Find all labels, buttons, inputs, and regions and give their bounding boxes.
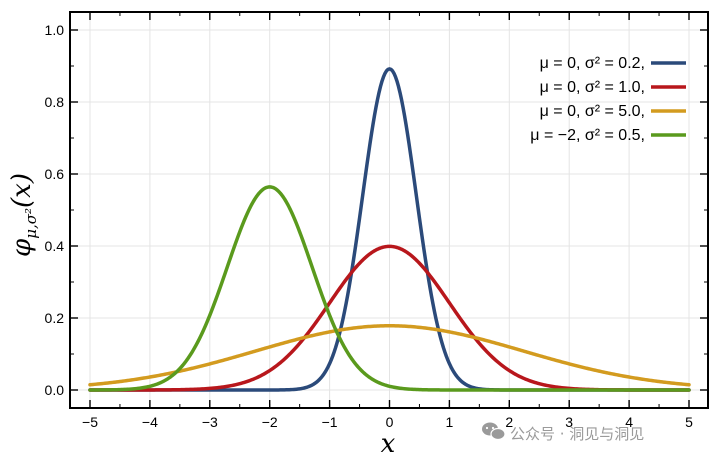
legend: μ = 0, σ² = 0.2, μ = 0, σ² = 1.0, μ = 0, σ… — [530, 55, 686, 144]
y-tick-label-3: 0.6 — [45, 166, 65, 182]
x-tick-label-1: −4 — [142, 414, 158, 430]
legend-label-3: μ = −2, σ² = 0.5, — [530, 127, 645, 144]
y-axis-label-symbol: φ — [7, 238, 37, 257]
x-tick-label-6: 1 — [446, 414, 454, 430]
series-lines — [88, 67, 691, 392]
legend-label-1: μ = 0, σ² = 1.0, — [540, 79, 645, 96]
y-tick-label-1: 0.2 — [45, 310, 65, 326]
legend-label-0: μ = 0, σ² = 0.2, — [540, 55, 645, 72]
y-tick-label-2: 0.4 — [45, 238, 65, 254]
series-line-3 — [88, 185, 691, 392]
y-tick-label-4: 0.8 — [45, 94, 65, 110]
x-tick-label-7: 2 — [505, 414, 513, 430]
x-tick-label-10: 5 — [685, 414, 693, 430]
wechat-icon — [482, 422, 506, 441]
y-tick-label-0: 0.0 — [45, 382, 65, 398]
y-axis-label: φμ,σ²(x) — [7, 173, 40, 257]
x-axis-label: x — [381, 429, 396, 459]
series-line-2 — [88, 324, 691, 387]
x-tick-label-2: −3 — [202, 414, 218, 430]
major-ticks — [70, 12, 708, 408]
x-tick-labels: −5 −4 −3 −2 −1 0 1 2 3 4 5 — [82, 414, 693, 430]
y-axis-label-subscript: μ,σ² — [22, 208, 40, 239]
plot-frame — [69, 11, 709, 409]
x-tick-label-0: −5 — [82, 414, 98, 430]
y-axis-label-suffix: (x) — [7, 173, 37, 208]
x-tick-label-4: −1 — [322, 414, 338, 430]
y-tick-labels: 0.0 0.2 0.4 0.6 0.8 1.0 — [45, 22, 65, 398]
watermark-text: 公众号 · 洞见与洞见 — [510, 425, 644, 443]
legend-label-2: μ = 0, σ² = 5.0, — [540, 103, 645, 120]
svg-text:φμ,σ²(x): φμ,σ²(x) — [7, 173, 40, 257]
x-tick-label-5: 0 — [386, 414, 394, 430]
watermark: 公众号 · 洞见与洞见 — [482, 422, 644, 443]
y-tick-label-5: 1.0 — [45, 22, 65, 38]
x-tick-label-9: 4 — [625, 414, 633, 430]
x-tick-label-8: 3 — [565, 414, 573, 430]
x-tick-label-3: −2 — [262, 414, 278, 430]
